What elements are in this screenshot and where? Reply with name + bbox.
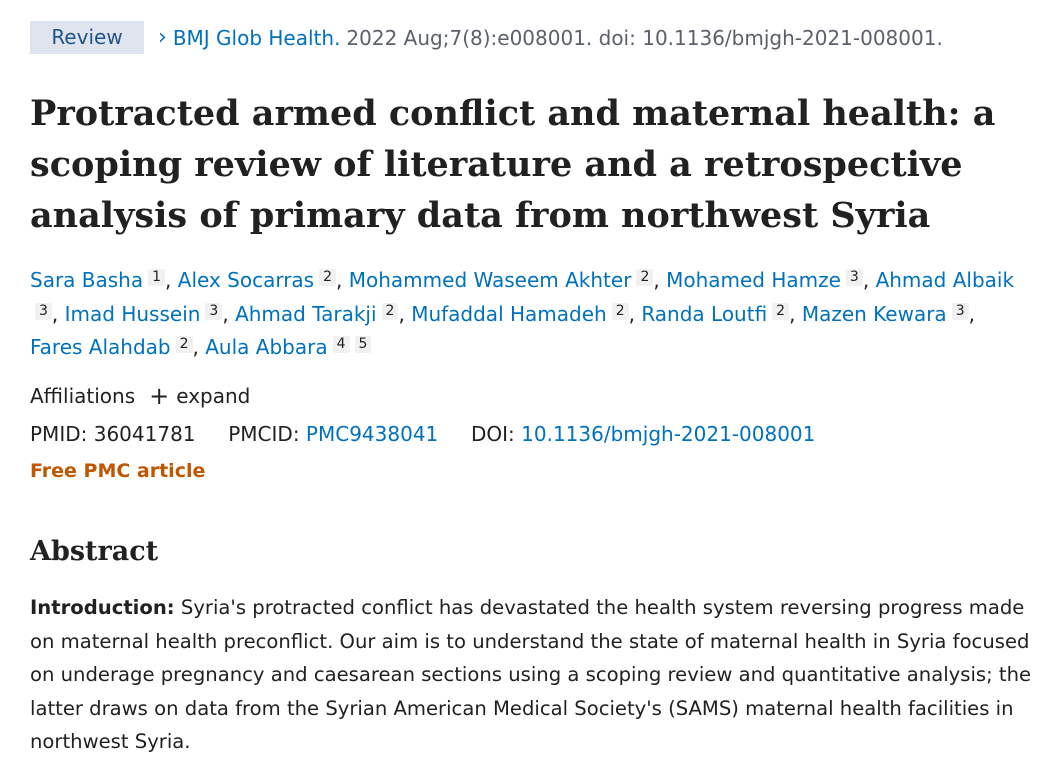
author-link[interactable]: Imad Hussein <box>64 301 201 326</box>
author-item: Ahmad Tarakji 2 <box>235 301 399 326</box>
affiliation-number[interactable]: 2 <box>772 302 790 320</box>
author-item: Fares Alahdab 2 <box>30 335 193 359</box>
abstract-paragraph: Introduction: Syria's protracted conflic… <box>30 591 1040 759</box>
affiliation-number[interactable]: 2 <box>319 269 337 286</box>
affiliations-row: Affiliations + expand <box>30 384 250 408</box>
affiliation-number[interactable]: 2 <box>381 302 399 320</box>
abstract-heading: Abstract <box>30 536 159 567</box>
affiliation-number[interactable]: 3 <box>205 302 223 320</box>
pmcid-link[interactable]: PMC9438041 <box>305 422 439 446</box>
abstract-text: Syria's protracted conflict has devastat… <box>30 596 1032 754</box>
free-pmc-article-link[interactable]: Free PMC article <box>30 460 206 482</box>
author-link[interactable]: Mazen Kewara <box>801 301 947 326</box>
affiliation-number[interactable]: 4 <box>332 336 350 353</box>
author-link[interactable]: Alex Socarras <box>177 268 315 292</box>
citation-details: 2022 Aug;7(8):e008001. doi: 10.1136/bmjg… <box>346 25 943 50</box>
author-link[interactable]: Aula Abbara <box>205 335 328 359</box>
expand-affiliations-button[interactable]: + expand <box>149 384 250 408</box>
author-link[interactable]: Mohammed Waseem Akhter <box>348 268 632 292</box>
affiliation-number[interactable]: 2 <box>611 302 629 320</box>
author-link[interactable]: Ahmad Albaik <box>875 268 1015 292</box>
author-link[interactable]: Randa Loutfi <box>641 301 768 326</box>
author-link[interactable]: Ahmad Tarakji <box>235 301 377 326</box>
author-item: Ahmad Albaik 3 <box>30 268 1014 326</box>
affiliation-number[interactable]: 1 <box>148 269 166 286</box>
authors-list: Sara Basha 1, Alex Socarras 2, Mohammed Wa… <box>30 268 1015 359</box>
author-link[interactable]: Mufaddal Hamadeh <box>411 301 607 326</box>
author-item: Alex Socarras 2 <box>177 268 337 292</box>
plus-icon: + <box>149 382 170 410</box>
pmid-value: 36041781 <box>93 422 196 446</box>
chevron-right-icon: › <box>158 25 167 50</box>
affiliation-number[interactable]: 3 <box>35 302 52 320</box>
expand-label: expand <box>176 384 251 408</box>
pmcid-label: PMCID: <box>228 422 300 446</box>
author-link[interactable]: Fares Alahdab <box>30 335 171 359</box>
author-item: Randa Loutfi 2 <box>641 301 790 326</box>
abstract-subtitle: Introduction: <box>30 596 175 619</box>
affiliation-number[interactable]: 2 <box>175 336 193 353</box>
author-item: Aula Abbara 4 5 <box>205 335 372 359</box>
identifiers-row: PMID: 36041781 PMCID: PMC9438041 DOI: 10… <box>30 422 815 446</box>
doi-link[interactable]: 10.1136/bmjgh-2021-008001 <box>521 422 816 446</box>
article-title: Protracted armed conflict and maternal h… <box>30 93 996 236</box>
affiliation-number[interactable]: 3 <box>951 302 969 320</box>
publication-type-badge: Review <box>30 21 144 54</box>
author-item: Mufaddal Hamadeh 2 <box>411 301 629 326</box>
author-item: Sara Basha 1 <box>30 268 166 292</box>
author-link[interactable]: Sara Basha <box>30 268 144 292</box>
affiliation-number[interactable]: 3 <box>845 269 863 286</box>
author-item: Mohammed Waseem Akhter 2 <box>349 268 654 292</box>
author-item: Mohamed Hamze 3 <box>666 268 863 292</box>
doi-label: DOI: <box>471 422 515 446</box>
author-item: Imad Hussein 3 <box>65 302 223 326</box>
pmid-label: PMID: <box>30 422 88 446</box>
affiliation-number[interactable]: 5 <box>354 336 372 353</box>
citation-line: Review › BMJ Glob Health. 2022 Aug;7(8):… <box>30 21 943 54</box>
author-link[interactable]: Mohamed Hamze <box>666 268 841 292</box>
affiliations-label: Affiliations <box>30 384 136 408</box>
affiliation-number[interactable]: 2 <box>636 269 654 286</box>
journal-link[interactable]: BMJ Glob Health. <box>172 25 341 50</box>
author-item: Mazen Kewara 3 <box>802 302 969 326</box>
